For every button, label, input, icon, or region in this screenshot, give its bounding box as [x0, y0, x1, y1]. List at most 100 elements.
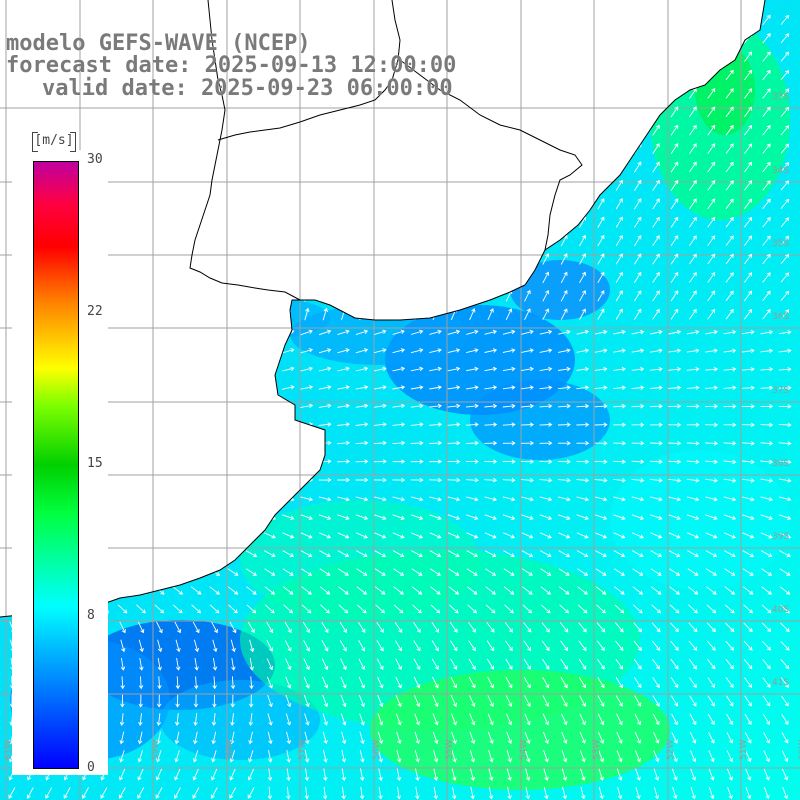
wind-arrow	[613, 329, 626, 335]
wind-arrow	[707, 198, 716, 210]
wind-arrow	[578, 677, 587, 689]
wind-arrow	[705, 514, 718, 521]
wind-arrow	[670, 235, 679, 247]
wind-arrow	[613, 478, 627, 483]
wind-arrow	[762, 125, 771, 136]
wind-arrow	[725, 143, 734, 154]
wind-arrow	[594, 348, 608, 353]
wind-arrow	[631, 329, 645, 335]
wind-arrow	[670, 253, 679, 265]
wind-arrow	[779, 568, 791, 576]
wind-arrow	[447, 403, 461, 409]
wind-arrow	[707, 713, 715, 726]
wind-arrow	[286, 786, 291, 800]
wind-arrow	[631, 348, 645, 353]
wind-arrow	[355, 532, 368, 539]
wind-arrow	[686, 441, 700, 446]
wind-arrow	[670, 198, 679, 210]
wind-arrow	[503, 550, 515, 558]
wind-arrow	[522, 604, 533, 614]
wind-arrow	[359, 731, 365, 745]
wind-arrow	[374, 348, 387, 354]
wind-arrow	[468, 658, 476, 670]
wind-arrow	[506, 768, 512, 782]
wind-arrow	[562, 786, 568, 800]
wind-arrow	[761, 586, 772, 595]
wind-arrow	[505, 640, 513, 652]
wind-arrow	[522, 586, 533, 595]
wind-arrow	[723, 329, 737, 335]
wind-arrow	[690, 786, 696, 800]
wind-arrow	[707, 677, 716, 688]
wind-arrow	[468, 622, 476, 633]
wind-arrow	[484, 532, 497, 539]
wind-arrow	[190, 586, 202, 595]
wind-arrow	[724, 568, 736, 576]
wind-arrow	[597, 234, 605, 247]
wind-arrow	[340, 695, 347, 708]
wind-arrow	[707, 253, 716, 265]
wind-arrow	[411, 586, 423, 595]
wind-arrow	[469, 695, 476, 707]
wind-arrow	[652, 143, 660, 155]
wind-arrow	[594, 514, 608, 521]
wind-arrow	[246, 604, 257, 614]
wind-arrow	[355, 422, 369, 427]
wind-arrow	[323, 750, 328, 763]
coastline	[0, 0, 766, 618]
wind-arrow	[337, 550, 350, 558]
wind-arrow	[247, 787, 255, 799]
lat-label: 39S	[772, 532, 789, 542]
wind-arrow	[450, 713, 457, 726]
wind-arrow	[523, 676, 531, 689]
wind-arrow	[631, 514, 645, 521]
wind-arrow	[707, 161, 716, 173]
wind-arrow	[668, 404, 682, 409]
wind-arrow	[542, 271, 550, 284]
wind-arrow	[650, 568, 662, 576]
wind-arrow	[634, 713, 642, 726]
wind-arrow	[542, 658, 550, 670]
wind-arrow	[447, 366, 461, 372]
wind-arrow	[741, 367, 755, 372]
wind-arrow	[760, 330, 774, 335]
wind-arrow	[119, 768, 126, 781]
wind-arrow	[760, 496, 774, 502]
wind-arrow	[410, 459, 424, 464]
wind-arrow	[410, 440, 424, 446]
wind-arrow	[631, 478, 645, 483]
wind-arrow	[429, 550, 442, 558]
wind-arrow	[341, 786, 346, 800]
wind-arrow	[744, 713, 752, 726]
wind-arrow	[318, 329, 332, 336]
wind-arrow	[319, 568, 331, 576]
wind-arrow	[705, 441, 719, 446]
wind-arrow	[267, 731, 273, 745]
wind-arrow	[378, 750, 384, 763]
wind-arrow	[763, 750, 770, 763]
wind-arrow	[524, 308, 531, 321]
wind-arrow	[502, 496, 516, 502]
wind-arrow	[521, 403, 535, 409]
wind-arrow	[686, 385, 700, 390]
wind-arrow	[576, 385, 590, 390]
wind-arrow	[668, 550, 681, 558]
wind-arrow	[285, 713, 292, 726]
wind-arrow	[744, 732, 752, 744]
lon-label: 57W	[298, 740, 308, 760]
wind-arrow	[558, 550, 571, 558]
wind-arrow	[321, 621, 329, 634]
wind-arrow	[650, 496, 663, 502]
wind-arrow	[631, 366, 645, 372]
wind-arrow	[596, 640, 605, 652]
wind-arrow	[615, 658, 624, 670]
colorbar-tick-0: 0	[87, 760, 95, 775]
wind-arrow	[193, 639, 200, 653]
wind-arrow	[484, 422, 498, 427]
lat-label: 37S	[772, 386, 789, 396]
wind-arrow	[649, 441, 663, 446]
wind-arrow	[557, 403, 571, 409]
wind-arrow	[760, 459, 774, 465]
wind-arrow	[613, 422, 627, 427]
wind-arrow	[743, 640, 753, 651]
